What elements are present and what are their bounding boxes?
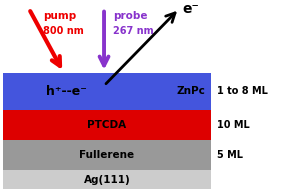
- Text: e⁻: e⁻: [182, 2, 199, 16]
- Text: ZnPc: ZnPc: [176, 86, 205, 96]
- Text: Fullerene: Fullerene: [79, 150, 134, 160]
- Text: pump: pump: [43, 11, 77, 21]
- Bar: [3, 140, 211, 170]
- Text: 5 ML: 5 ML: [217, 150, 243, 160]
- Bar: [3, 110, 211, 140]
- Text: Ag(111): Ag(111): [84, 175, 130, 185]
- Text: probe: probe: [113, 11, 147, 21]
- Text: 1 to 8 ML: 1 to 8 ML: [217, 86, 268, 96]
- Text: 800 nm: 800 nm: [43, 26, 84, 36]
- Bar: [3, 73, 211, 110]
- Text: h⁺--e⁻: h⁺--e⁻: [46, 85, 87, 98]
- Text: 10 ML: 10 ML: [217, 120, 249, 130]
- Text: PTCDA: PTCDA: [87, 120, 127, 130]
- Text: 267 nm: 267 nm: [113, 26, 153, 36]
- Bar: [3, 170, 211, 189]
